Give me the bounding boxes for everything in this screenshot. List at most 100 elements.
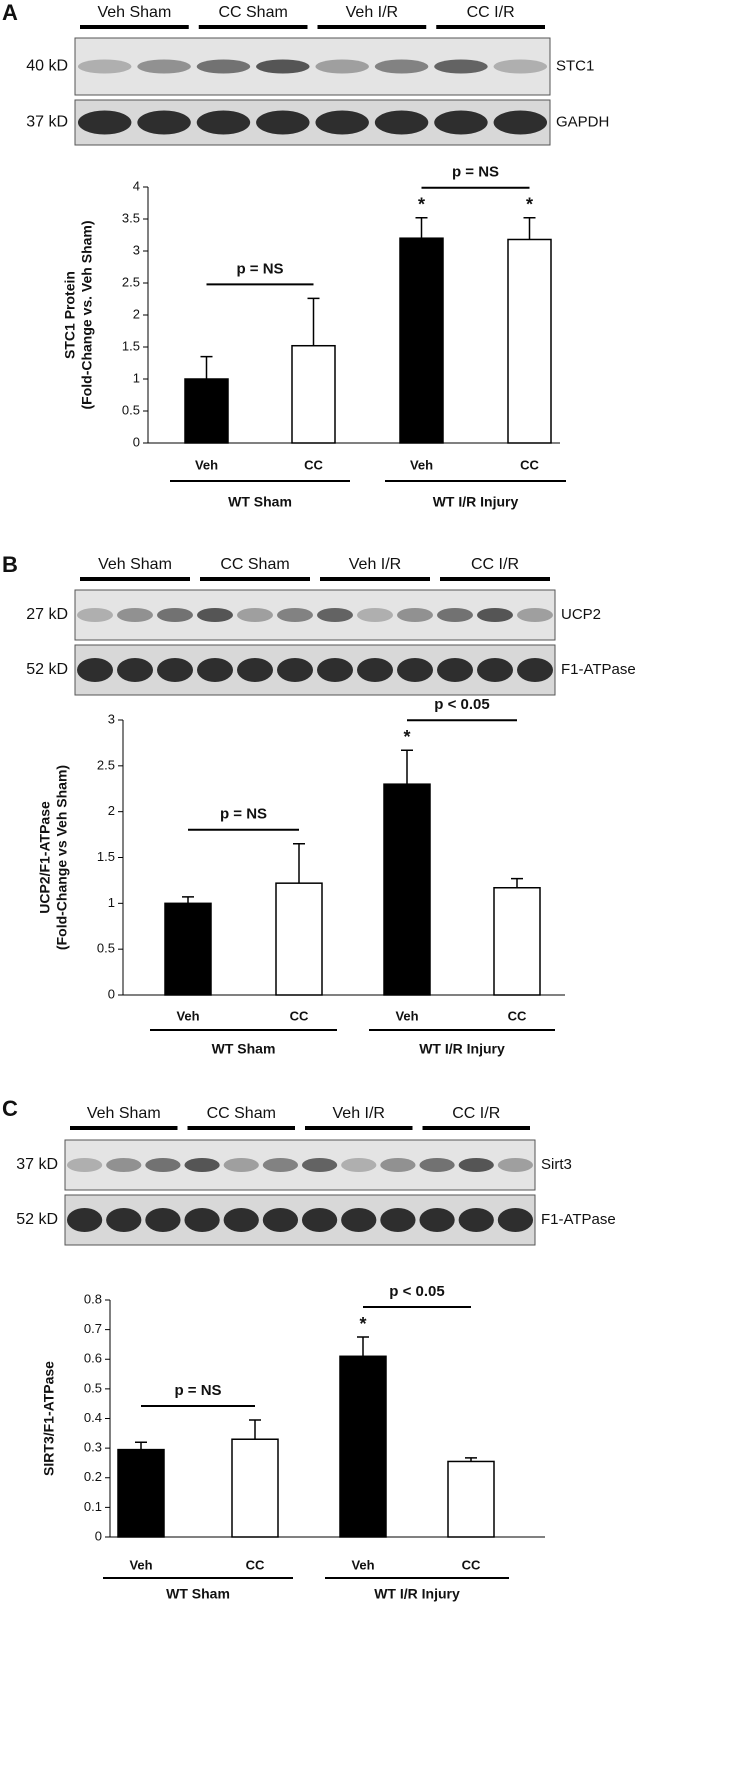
group-label: WT I/R Injury	[419, 1041, 505, 1057]
y-tick-label: 0.2	[84, 1469, 102, 1484]
blot-band	[106, 1208, 142, 1232]
bar	[399, 237, 444, 444]
blot-size-label: 37 kD	[26, 114, 68, 131]
error-bar	[465, 1457, 477, 1462]
blot-band	[237, 658, 273, 682]
blot-size-label: 37 kD	[16, 1156, 58, 1173]
blot-band	[301, 1208, 338, 1232]
y-tick-label: 0.8	[84, 1291, 102, 1306]
error-bar	[200, 355, 213, 379]
blot-strip	[64, 1194, 536, 1246]
error-bar	[182, 896, 194, 904]
significance-mark: *	[418, 194, 425, 214]
blot-band	[196, 59, 251, 74]
blot-band	[77, 608, 113, 622]
blot-band	[117, 608, 153, 622]
blot-band	[184, 1158, 220, 1172]
blot-band	[419, 1158, 455, 1172]
y-tick-label: 1	[108, 895, 115, 910]
blot-band-name: F1-ATPase	[541, 1211, 616, 1228]
error-bar	[293, 843, 305, 884]
error-bar	[357, 1336, 369, 1357]
blot-band	[458, 1158, 494, 1172]
group-label: WT Sham	[228, 494, 292, 510]
blot-band	[197, 658, 233, 682]
blot-band	[397, 608, 433, 622]
group-label: WT Sham	[212, 1041, 276, 1057]
blot-band	[374, 110, 429, 135]
blot-band	[434, 110, 488, 135]
group-label: WT Sham	[166, 1586, 230, 1602]
group-label: WT I/R Injury	[374, 1586, 460, 1602]
blot-band	[277, 658, 313, 682]
blot-band	[341, 1158, 377, 1172]
blot-band	[357, 608, 393, 622]
y-tick-label: 0.5	[122, 402, 140, 417]
bar	[164, 902, 212, 996]
blot-band	[477, 658, 513, 682]
y-axis-label: SIRT3/F1-ATPase	[41, 1361, 57, 1476]
blot-band	[145, 1208, 181, 1232]
error-bar	[511, 877, 523, 888]
blot-band	[196, 110, 251, 135]
bar	[507, 238, 552, 444]
blot-size-label: 52 kD	[26, 661, 68, 678]
y-tick-label: 0.3	[84, 1440, 102, 1455]
blot-band	[357, 658, 393, 682]
bar	[383, 783, 431, 996]
blot-band	[437, 608, 473, 622]
blot-band	[237, 608, 273, 622]
blot-group-label: Veh Sham	[98, 556, 172, 573]
bracket-label: p < 0.05	[434, 696, 489, 713]
blot-band	[301, 1158, 338, 1172]
y-tick-label: 1.5	[97, 849, 115, 864]
panel-letter: C	[2, 1096, 18, 1121]
blot-band	[66, 1158, 103, 1172]
blot-size-label: 52 kD	[16, 1211, 58, 1228]
blot-band	[117, 658, 153, 682]
error-bar	[307, 297, 320, 346]
bracket-label: p = NS	[236, 260, 283, 277]
group-label: WT I/R Injury	[433, 494, 519, 510]
blot-band	[374, 59, 429, 74]
blot-group-label: Veh I/R	[349, 556, 401, 573]
y-axis-label: STC1 Protein	[62, 271, 78, 359]
blot-band	[517, 658, 553, 682]
y-tick-label: 0	[133, 434, 140, 449]
error-bar	[415, 216, 428, 239]
x-tick-label: CC	[246, 1557, 265, 1572]
bar	[117, 1448, 165, 1538]
bracket-label: p < 0.05	[389, 1283, 444, 1300]
y-tick-label: 0	[108, 986, 115, 1001]
panel-letter: A	[2, 0, 18, 25]
x-tick-label: CC	[508, 1008, 527, 1023]
blot-size-label: 40 kD	[26, 58, 68, 75]
x-tick-label: Veh	[351, 1557, 374, 1572]
blot-band	[223, 1208, 259, 1232]
y-axis-label: (Fold-Change vs. Veh Sham)	[79, 220, 95, 409]
y-tick-label: 3	[108, 711, 115, 726]
significance-mark: *	[526, 194, 533, 214]
blot-band	[493, 110, 548, 135]
blot-band	[145, 1158, 181, 1172]
blot-band	[77, 658, 113, 682]
blot-band	[517, 608, 553, 622]
blot-band	[397, 658, 433, 682]
blot-strip	[74, 589, 556, 641]
blot-band	[434, 59, 488, 74]
x-tick-label: CC	[520, 457, 539, 472]
bar	[231, 1438, 279, 1538]
blot-band	[380, 1208, 416, 1232]
x-tick-label: Veh	[395, 1008, 418, 1023]
bar	[339, 1355, 387, 1538]
blot-strip	[74, 644, 556, 696]
y-tick-label: 0	[95, 1528, 102, 1543]
blot-band	[317, 608, 353, 622]
significance-mark: *	[403, 727, 410, 747]
panel-letter: B	[2, 552, 18, 577]
y-tick-label: 2	[108, 803, 115, 818]
bar	[291, 344, 336, 444]
blot-band	[184, 1208, 220, 1232]
blot-band	[157, 608, 193, 622]
